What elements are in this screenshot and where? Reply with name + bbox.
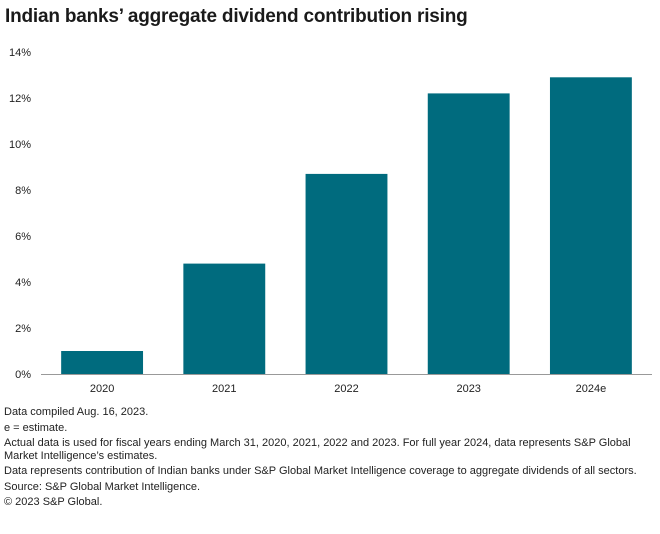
y-tick-label: 6%	[15, 231, 31, 243]
note-coverage: Data represents contribution of Indian b…	[4, 465, 637, 477]
bars	[61, 77, 632, 375]
bar-2021	[183, 263, 266, 374]
y-tick-label: 10%	[9, 139, 31, 151]
note-actual-data: Actual data is used for fiscal years end…	[4, 437, 631, 462]
x-tick-label: 2022	[334, 383, 358, 395]
x-tick-label: 2023	[456, 383, 480, 395]
note-source: Source: S&P Global Market Intelligence.	[4, 480, 201, 493]
bar-2022	[305, 173, 388, 374]
note-date: Data compiled Aug. 16, 2023.	[4, 406, 149, 418]
y-tick-label: 0%	[15, 369, 31, 381]
y-tick-label: 14%	[9, 47, 31, 59]
y-tick-label: 2%	[15, 323, 31, 335]
y-tick-label: 12%	[9, 93, 31, 105]
chart-notes: Data compiled Aug. 16, 2023. e = estimat…	[4, 406, 654, 512]
x-tick-label: 2021	[212, 383, 236, 395]
chart-title: Indian banks’ aggregate dividend contrib…	[5, 6, 468, 27]
y-axis: 0% 2% 4% 6% 8% 10% 12% 14%	[9, 47, 31, 381]
x-tick-label: 2020	[90, 383, 114, 395]
bar-2023	[427, 93, 510, 375]
note-estimate: e = estimate.	[4, 421, 68, 434]
note-copyright: © 2023 S&P Global.	[4, 496, 103, 508]
y-tick-label: 8%	[15, 185, 31, 197]
bar-2024e	[549, 77, 632, 375]
bar-2020	[61, 351, 144, 374]
x-axis: 2020 2021 2022 2023 2024e	[90, 383, 606, 395]
bar-chart: 0% 2% 4% 6% 8% 10% 12% 14% 2020 2021 2022 2023 2024…	[9, 47, 652, 395]
x-tick-label: 2024e	[576, 383, 607, 395]
y-tick-label: 4%	[15, 277, 31, 289]
